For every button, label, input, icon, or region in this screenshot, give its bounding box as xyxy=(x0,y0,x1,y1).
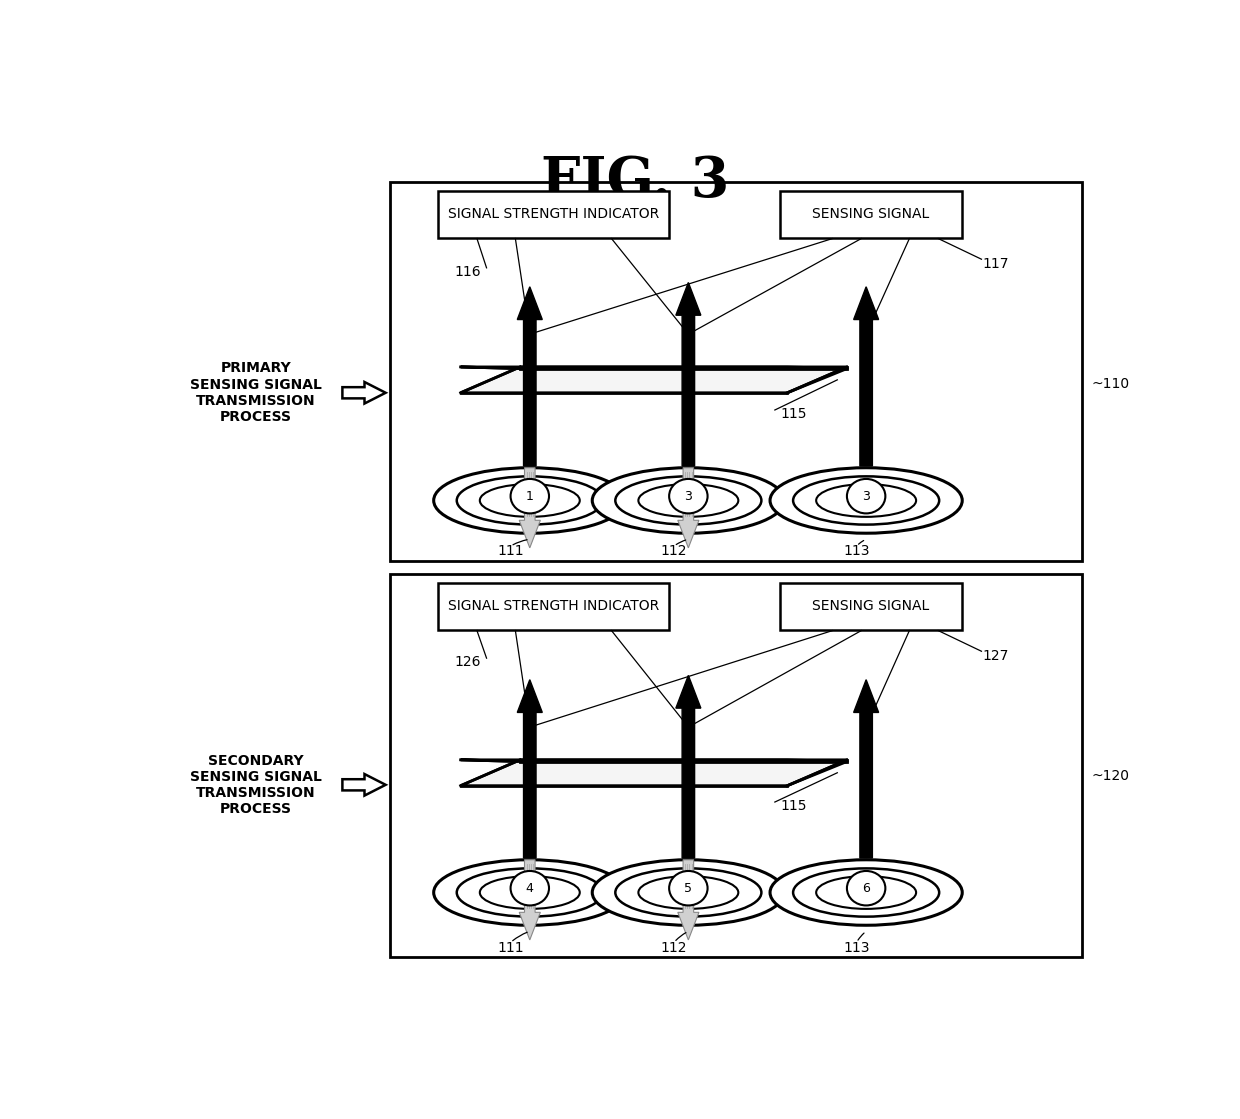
Circle shape xyxy=(670,479,708,514)
FancyArrow shape xyxy=(676,676,701,858)
Circle shape xyxy=(511,871,549,905)
Ellipse shape xyxy=(593,468,785,534)
Text: 3: 3 xyxy=(684,490,692,502)
Ellipse shape xyxy=(480,485,580,517)
Ellipse shape xyxy=(615,868,761,916)
FancyBboxPatch shape xyxy=(391,574,1083,957)
Text: SENSING SIGNAL: SENSING SIGNAL xyxy=(812,600,930,613)
Text: 4: 4 xyxy=(526,882,533,895)
Ellipse shape xyxy=(434,859,626,925)
Text: 126: 126 xyxy=(454,656,481,669)
Text: 3: 3 xyxy=(862,490,870,502)
Text: 1: 1 xyxy=(526,490,533,502)
FancyArrow shape xyxy=(520,859,541,940)
Text: PRIMARY
SENSING SIGNAL
TRANSMISSION
PROCESS: PRIMARY SENSING SIGNAL TRANSMISSION PROC… xyxy=(190,361,322,424)
Text: 116: 116 xyxy=(454,265,481,279)
Text: SIGNAL STRENGTH INDICATOR: SIGNAL STRENGTH INDICATOR xyxy=(448,207,660,222)
FancyArrow shape xyxy=(853,286,879,466)
Ellipse shape xyxy=(456,868,603,916)
Text: 113: 113 xyxy=(843,941,869,955)
Ellipse shape xyxy=(770,468,962,534)
FancyArrow shape xyxy=(676,282,701,466)
Text: ~110: ~110 xyxy=(1092,377,1130,392)
FancyArrow shape xyxy=(678,468,699,548)
Text: SIGNAL STRENGTH INDICATOR: SIGNAL STRENGTH INDICATOR xyxy=(448,600,660,613)
Polygon shape xyxy=(342,382,386,404)
Ellipse shape xyxy=(794,477,939,525)
Circle shape xyxy=(847,871,885,905)
Text: 111: 111 xyxy=(497,544,523,558)
Text: ~120: ~120 xyxy=(1092,769,1130,783)
Circle shape xyxy=(670,871,708,905)
FancyBboxPatch shape xyxy=(391,181,1083,561)
FancyBboxPatch shape xyxy=(439,583,670,630)
Ellipse shape xyxy=(794,868,939,916)
Text: 117: 117 xyxy=(982,256,1009,271)
Polygon shape xyxy=(460,367,847,393)
Text: 115: 115 xyxy=(781,799,807,814)
Ellipse shape xyxy=(456,477,603,525)
Text: 113: 113 xyxy=(843,544,869,558)
Text: FIG. 3: FIG. 3 xyxy=(542,154,729,209)
FancyBboxPatch shape xyxy=(780,190,962,238)
Text: 6: 6 xyxy=(862,882,870,895)
Polygon shape xyxy=(460,760,847,762)
Circle shape xyxy=(847,479,885,514)
Text: 127: 127 xyxy=(982,649,1009,662)
Ellipse shape xyxy=(639,876,738,909)
FancyArrow shape xyxy=(678,859,699,940)
Ellipse shape xyxy=(816,876,916,909)
FancyArrow shape xyxy=(517,679,542,858)
Text: 5: 5 xyxy=(684,882,692,895)
Text: SECONDARY
SENSING SIGNAL
TRANSMISSION
PROCESS: SECONDARY SENSING SIGNAL TRANSMISSION PR… xyxy=(190,753,322,816)
FancyBboxPatch shape xyxy=(439,190,670,238)
Ellipse shape xyxy=(593,859,785,925)
Ellipse shape xyxy=(639,485,738,517)
Ellipse shape xyxy=(816,485,916,517)
Text: 111: 111 xyxy=(497,941,523,955)
Text: 112: 112 xyxy=(661,544,687,558)
Ellipse shape xyxy=(434,468,626,534)
FancyArrow shape xyxy=(853,679,879,858)
Polygon shape xyxy=(460,760,847,786)
Text: 115: 115 xyxy=(781,407,807,422)
FancyBboxPatch shape xyxy=(780,583,962,630)
Ellipse shape xyxy=(615,477,761,525)
FancyArrow shape xyxy=(520,468,541,548)
Ellipse shape xyxy=(770,859,962,925)
Ellipse shape xyxy=(480,876,580,909)
FancyArrow shape xyxy=(517,286,542,466)
Polygon shape xyxy=(342,774,386,796)
Text: SENSING SIGNAL: SENSING SIGNAL xyxy=(812,207,930,222)
Text: 112: 112 xyxy=(661,941,687,955)
Polygon shape xyxy=(460,367,847,368)
Circle shape xyxy=(511,479,549,514)
